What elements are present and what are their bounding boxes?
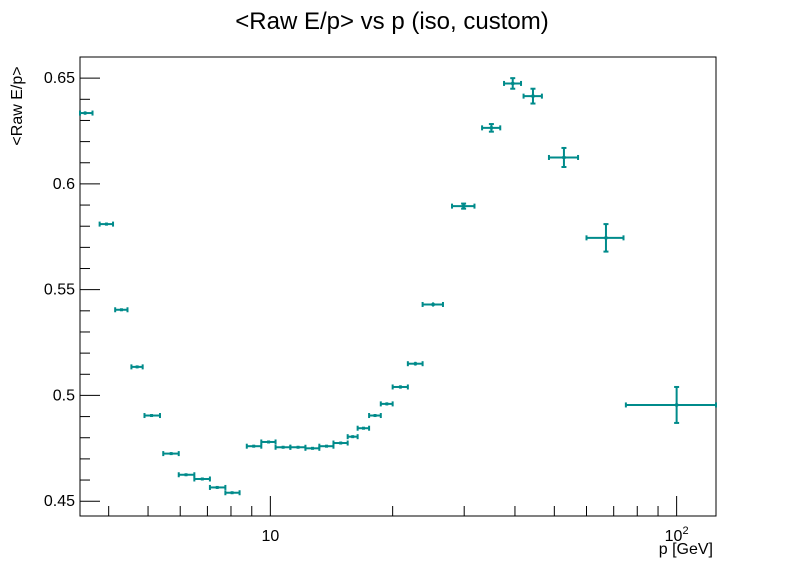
data-point	[406, 361, 424, 367]
point-marker	[675, 403, 679, 407]
data-point	[224, 490, 241, 496]
point-marker	[83, 111, 87, 115]
point-marker	[169, 452, 173, 456]
data-point	[503, 77, 523, 90]
data-point	[522, 87, 543, 105]
data-point	[379, 401, 394, 407]
point-marker	[604, 236, 608, 240]
data-point	[481, 123, 502, 133]
data-point	[346, 434, 359, 440]
data-point	[98, 221, 115, 227]
point-marker	[361, 426, 365, 430]
axes: 0.45 0.5 0.55 0.6 0.65 10 102	[44, 70, 689, 545]
data-point	[245, 443, 263, 449]
data-point	[547, 146, 580, 168]
point-marker	[150, 414, 154, 418]
y-tick-label: 0.5	[53, 387, 75, 404]
y-tick-label: 0.55	[44, 282, 75, 299]
point-marker	[562, 155, 566, 159]
x-axis-label: p [GeV]	[659, 541, 713, 558]
point-marker	[413, 362, 417, 366]
x-tick-label: 10	[261, 528, 279, 545]
point-marker	[104, 222, 108, 226]
point-marker	[351, 435, 355, 439]
point-marker	[531, 94, 535, 98]
data-point	[177, 472, 196, 478]
x-tick-label: 102	[665, 525, 689, 545]
data-point	[114, 307, 129, 313]
point-marker	[373, 414, 377, 418]
point-marker	[296, 445, 300, 449]
y-tick-label: 0.45	[44, 493, 75, 510]
data-point	[356, 425, 371, 431]
data-point	[451, 202, 476, 210]
y-tick-label: 0.65	[44, 70, 75, 87]
y-tick-label: 0.6	[53, 176, 75, 193]
point-marker	[267, 440, 271, 444]
chart-title: <Raw E/p> vs p (iso, custom)	[235, 8, 548, 35]
point-marker	[215, 485, 219, 489]
point-marker	[200, 477, 204, 481]
point-marker	[252, 444, 256, 448]
data-point	[274, 444, 292, 450]
point-marker	[431, 302, 435, 306]
y-axis-label: <Raw E/p>	[9, 66, 26, 145]
point-marker	[281, 445, 285, 449]
data-point	[368, 413, 382, 419]
data-point	[143, 413, 161, 419]
data-point	[391, 384, 409, 390]
plot-frame	[79, 56, 717, 517]
point-marker	[119, 308, 123, 312]
point-marker	[511, 81, 515, 85]
data-point	[421, 301, 444, 307]
data-point	[162, 451, 180, 457]
data-point	[318, 443, 335, 449]
data-point	[585, 223, 625, 253]
point-marker	[398, 385, 402, 389]
point-marker	[311, 446, 315, 450]
data-points	[79, 77, 717, 496]
point-marker	[462, 204, 466, 208]
data-point	[193, 476, 211, 482]
data-point	[208, 484, 227, 490]
point-marker	[184, 473, 188, 477]
data-point	[289, 444, 307, 450]
point-marker	[325, 444, 329, 448]
data-point	[624, 385, 717, 424]
data-point	[304, 445, 321, 451]
point-marker	[385, 402, 389, 406]
point-marker	[339, 441, 343, 445]
data-point	[130, 364, 144, 370]
data-point	[79, 110, 94, 116]
data-point	[332, 440, 349, 446]
point-marker	[230, 491, 234, 495]
point-marker	[489, 126, 493, 130]
data-point	[260, 439, 277, 445]
point-marker	[135, 365, 139, 369]
